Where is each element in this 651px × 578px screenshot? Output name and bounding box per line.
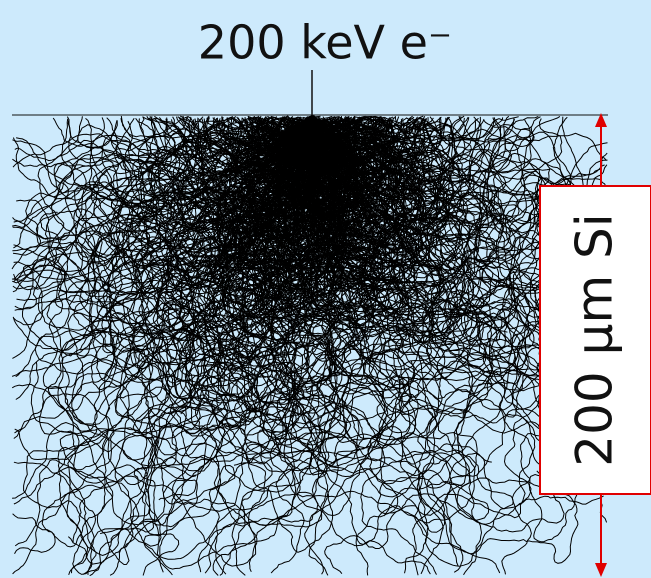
thickness-label: 200 µm Si	[566, 213, 624, 466]
diagram: 200 keV e⁻ 200 µm Si	[0, 0, 651, 578]
title: 200 keV e⁻	[198, 16, 452, 70]
